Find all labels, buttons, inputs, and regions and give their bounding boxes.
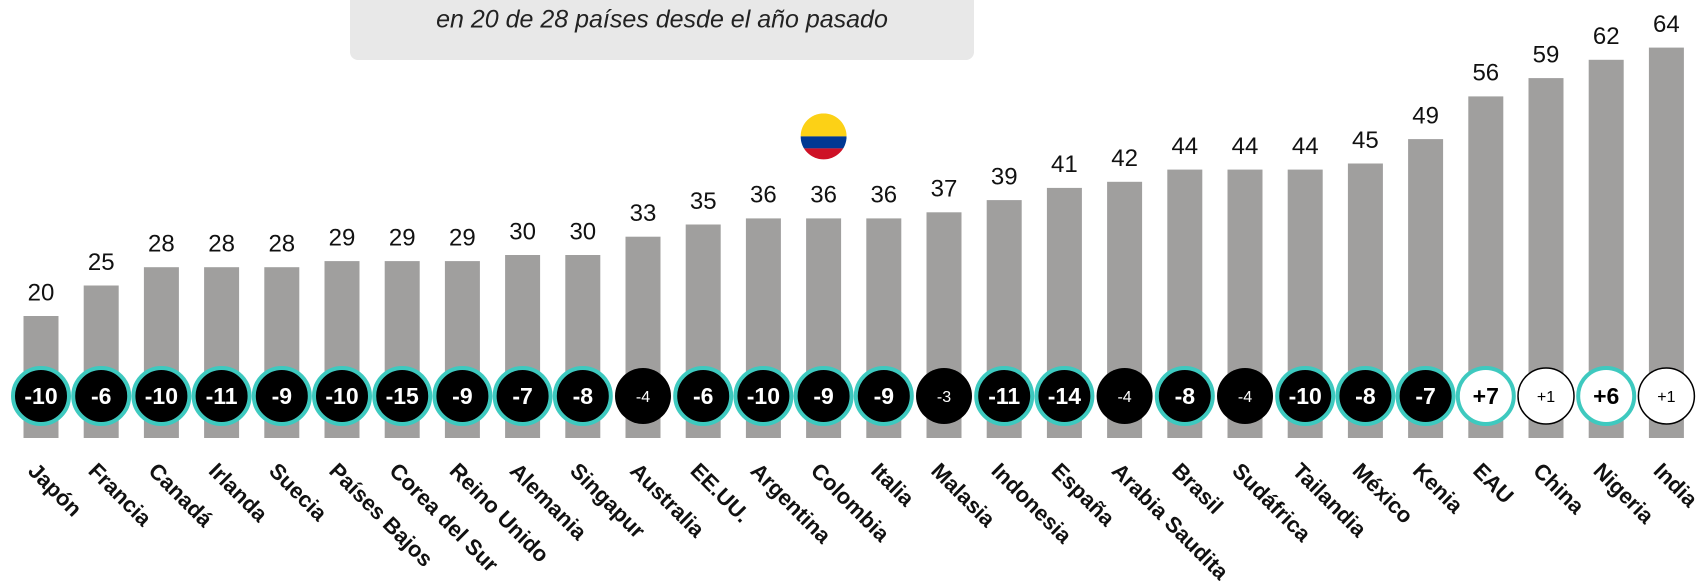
change-label: -4 bbox=[1238, 389, 1252, 406]
change-label: -15 bbox=[386, 383, 419, 409]
value-label: 36 bbox=[750, 182, 777, 209]
value-label: 62 bbox=[1593, 23, 1620, 50]
chart-subtitle: en 20 de 28 países desde el año pasado bbox=[436, 6, 888, 34]
value-label: 28 bbox=[148, 231, 175, 258]
change-label: +1 bbox=[1657, 389, 1675, 406]
change-circle bbox=[1576, 366, 1637, 426]
change-label: -10 bbox=[747, 383, 780, 409]
value-label: 49 bbox=[1412, 102, 1439, 129]
x-tick-label: Francia bbox=[84, 458, 158, 532]
value-label: 30 bbox=[509, 218, 536, 245]
colombia-flag bbox=[800, 113, 847, 160]
change-circle bbox=[916, 368, 972, 424]
value-label: 39 bbox=[991, 163, 1018, 190]
change-circle bbox=[372, 366, 433, 426]
change-circle bbox=[1455, 366, 1516, 426]
change-label: -6 bbox=[693, 383, 713, 409]
change-label: -10 bbox=[325, 383, 358, 409]
change-circle bbox=[11, 366, 71, 426]
subtitle-box bbox=[350, 0, 974, 60]
change-label: +1 bbox=[1537, 389, 1555, 406]
change-label: -4 bbox=[636, 389, 650, 406]
change-circle bbox=[1335, 366, 1396, 426]
change-label: +7 bbox=[1473, 383, 1499, 409]
change-label: -10 bbox=[1289, 383, 1322, 409]
change-label: -6 bbox=[91, 383, 111, 409]
x-tick-label: Nigeria bbox=[1589, 458, 1660, 529]
x-tick-label: Malasia bbox=[926, 458, 1000, 532]
change-circle bbox=[552, 366, 613, 426]
change-label: -8 bbox=[1175, 383, 1196, 409]
change-label: -11 bbox=[988, 383, 1020, 409]
x-tick-label: India bbox=[1649, 458, 1704, 513]
change-circle bbox=[71, 366, 132, 426]
change-circle bbox=[1637, 367, 1696, 425]
change-circle bbox=[1395, 366, 1456, 426]
value-label: 30 bbox=[569, 218, 596, 245]
value-label: 41 bbox=[1051, 151, 1078, 178]
change-circle bbox=[1154, 366, 1215, 426]
change-label: -7 bbox=[1415, 383, 1435, 409]
change-circle bbox=[793, 366, 854, 426]
change-circle bbox=[1096, 368, 1153, 424]
value-label: 35 bbox=[690, 188, 717, 215]
change-circle bbox=[251, 366, 312, 426]
value-label: 37 bbox=[931, 176, 958, 203]
change-circle bbox=[673, 366, 734, 426]
value-label: 56 bbox=[1472, 60, 1499, 87]
change-circle bbox=[131, 366, 192, 426]
x-tick-label: Japón bbox=[23, 458, 86, 521]
change-circle bbox=[733, 366, 794, 426]
change-label: -8 bbox=[573, 383, 594, 409]
change-label: -10 bbox=[145, 383, 178, 409]
change-label: -8 bbox=[1355, 383, 1376, 409]
value-label: 28 bbox=[208, 231, 235, 258]
change-label: -3 bbox=[937, 389, 951, 406]
value-label: 44 bbox=[1232, 133, 1259, 160]
value-label: 20 bbox=[28, 279, 55, 306]
change-label: -10 bbox=[24, 383, 57, 409]
change-label: -9 bbox=[813, 383, 833, 409]
value-label: 28 bbox=[268, 231, 295, 258]
change-circle bbox=[1217, 368, 1273, 424]
change-label: -9 bbox=[452, 383, 472, 409]
value-label: 59 bbox=[1533, 41, 1560, 68]
x-tick-label: Italia bbox=[866, 458, 920, 512]
value-label: 36 bbox=[810, 182, 837, 209]
value-label: 42 bbox=[1111, 145, 1138, 172]
x-tick-label: EAU bbox=[1468, 458, 1519, 509]
change-circle bbox=[432, 366, 493, 426]
change-label: -4 bbox=[1117, 389, 1131, 406]
value-label: 29 bbox=[449, 224, 476, 251]
change-label: -14 bbox=[1048, 383, 1081, 409]
value-label: 29 bbox=[389, 224, 416, 251]
value-label: 44 bbox=[1292, 133, 1319, 160]
change-circle bbox=[1275, 366, 1336, 426]
value-label: 36 bbox=[870, 182, 897, 209]
change-circle bbox=[312, 366, 372, 426]
change-circle bbox=[615, 368, 671, 424]
change-circle bbox=[974, 366, 1035, 426]
change-label: -9 bbox=[874, 383, 894, 409]
x-tick-label: China bbox=[1528, 458, 1589, 519]
value-label: 44 bbox=[1171, 133, 1198, 160]
change-circle bbox=[492, 366, 553, 426]
change-circle bbox=[1517, 367, 1575, 425]
change-circle bbox=[853, 366, 914, 426]
value-label: 45 bbox=[1352, 127, 1379, 154]
value-label: 64 bbox=[1653, 11, 1680, 38]
change-circle bbox=[191, 366, 252, 426]
x-tick-label: Países Bajos bbox=[324, 458, 438, 572]
change-label: +6 bbox=[1593, 383, 1619, 409]
change-circle bbox=[1034, 366, 1095, 426]
change-label: -11 bbox=[206, 383, 238, 409]
change-label: -7 bbox=[512, 383, 532, 409]
value-label: 29 bbox=[329, 224, 356, 251]
x-tick-label: Canadá bbox=[144, 458, 218, 532]
value-label: 25 bbox=[88, 249, 115, 276]
value-label: 33 bbox=[630, 200, 657, 227]
x-tick-label: Suecia bbox=[264, 458, 332, 526]
change-label: -9 bbox=[272, 383, 292, 409]
